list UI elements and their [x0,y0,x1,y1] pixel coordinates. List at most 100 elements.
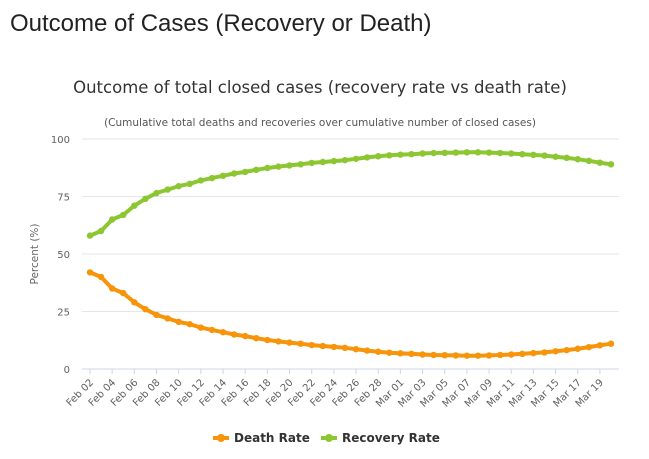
death-rate-point[interactable] [430,351,437,359]
recovery-rate-point[interactable] [241,168,249,176]
recovery-rate-point[interactable] [341,156,349,164]
recovery-rate-point[interactable] [496,149,504,157]
death-rate-point[interactable] [86,269,94,276]
death-rate-point[interactable] [131,299,138,306]
legend-item-death-rate[interactable]: Death Rate [213,431,310,445]
recovery-rate-point[interactable] [419,150,426,157]
death-rate-point[interactable] [485,352,493,359]
death-rate-point[interactable] [175,318,182,326]
recovery-rate-point[interactable] [97,227,105,235]
death-rate-point[interactable] [120,289,127,297]
death-rate-point[interactable] [452,352,460,359]
death-rate-point[interactable] [153,311,160,319]
death-rate-point[interactable] [330,343,338,351]
recovery-rate-point[interactable] [463,149,471,156]
recovery-rate-point[interactable] [607,161,615,168]
recovery-rate-point[interactable] [552,153,559,160]
recovery-rate-point[interactable] [153,189,160,197]
death-rate-point[interactable] [363,347,371,354]
death-rate-point[interactable] [275,338,282,345]
death-rate-point[interactable] [596,342,604,349]
death-rate-point[interactable] [463,352,471,359]
death-rate-point[interactable] [341,344,349,352]
recovery-rate-point[interactable] [86,232,94,239]
death-rate-point[interactable] [496,351,504,359]
death-rate-point[interactable] [530,349,537,357]
death-rate-point[interactable] [397,350,404,357]
recovery-rate-point[interactable] [430,149,437,157]
y-tick-label: 100 [51,135,70,146]
death-rate-point[interactable] [607,340,615,347]
recovery-rate-point[interactable] [352,155,360,162]
recovery-rate-point[interactable] [386,152,393,159]
recovery-rate-point[interactable] [519,150,526,158]
recovery-rate-point[interactable] [375,153,382,160]
death-rate-point[interactable] [441,352,448,359]
death-rate-point[interactable] [241,332,249,340]
recovery-rate-point[interactable] [219,172,227,179]
death-rate-point[interactable] [408,350,415,358]
death-rate-point[interactable] [286,339,293,346]
recovery-rate-point[interactable] [131,202,138,209]
death-rate-point[interactable] [574,345,581,352]
recovery-rate-point[interactable] [508,150,515,157]
recovery-rate-point[interactable] [541,152,548,159]
recovery-rate-point[interactable] [108,216,116,223]
death-rate-point[interactable] [319,342,326,350]
death-rate-point[interactable] [552,348,559,355]
death-rate-point[interactable] [108,285,116,292]
death-rate-point[interactable] [585,343,593,351]
recovery-rate-point[interactable] [186,180,193,188]
death-rate-point[interactable] [419,351,426,358]
death-rate-point[interactable] [186,320,193,328]
death-rate-point[interactable] [474,352,482,359]
recovery-rate-point[interactable] [596,159,604,166]
recovery-rate-point[interactable] [485,149,493,156]
death-rate-point[interactable] [197,324,205,331]
recovery-rate-point[interactable] [474,149,482,156]
recovery-rate-point[interactable] [297,161,304,168]
legend-label: Death Rate [234,431,310,445]
recovery-rate-point[interactable] [142,195,149,202]
death-rate-point[interactable] [563,346,570,354]
recovery-rate-point[interactable] [253,166,260,174]
recovery-rate-point[interactable] [397,151,404,158]
recovery-rate-point[interactable] [175,182,182,190]
death-rate-point[interactable] [142,306,149,313]
recovery-rate-point[interactable] [120,211,127,219]
recovery-rate-point[interactable] [264,164,271,172]
recovery-rate-point[interactable] [563,154,570,162]
recovery-rate-point[interactable] [308,159,315,167]
death-rate-point[interactable] [519,350,526,358]
recovery-rate-point[interactable] [208,174,216,182]
death-rate-point[interactable] [230,331,238,338]
death-rate-point[interactable] [386,349,393,356]
death-rate-point[interactable] [97,273,105,281]
recovery-rate-point[interactable] [363,154,371,161]
recovery-rate-point[interactable] [408,150,415,158]
legend-item-recovery-rate[interactable]: Recovery Rate [321,431,440,445]
death-rate-point[interactable] [219,329,227,336]
recovery-rate-point[interactable] [441,149,448,156]
recovery-rate-point[interactable] [330,157,338,165]
death-rate-point[interactable] [297,340,304,347]
death-rate-point[interactable] [253,334,260,342]
death-rate-point[interactable] [375,348,382,355]
death-rate-point[interactable] [541,349,548,356]
death-rate-point[interactable] [308,341,315,349]
recovery-rate-point[interactable] [530,151,537,159]
recovery-rate-point[interactable] [197,177,205,184]
death-rate-point[interactable] [164,315,171,322]
recovery-rate-point[interactable] [574,156,581,163]
recovery-rate-point[interactable] [319,158,326,166]
death-rate-point[interactable] [208,326,216,334]
recovery-rate-point[interactable] [164,186,171,193]
recovery-rate-point[interactable] [585,157,593,165]
recovery-rate-point[interactable] [452,149,460,156]
death-rate-point[interactable] [352,346,360,353]
death-rate-point[interactable] [508,351,515,358]
recovery-rate-point[interactable] [286,162,293,169]
death-rate-point[interactable] [264,336,271,344]
recovery-rate-point[interactable] [275,163,282,170]
recovery-rate-point[interactable] [230,170,238,177]
